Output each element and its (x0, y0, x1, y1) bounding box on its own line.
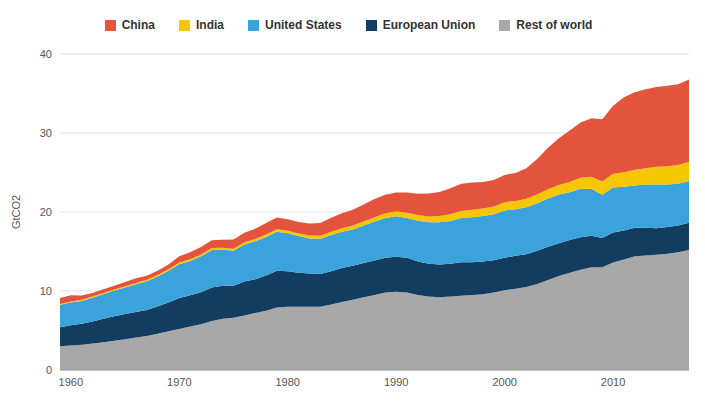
svg-text:1990: 1990 (384, 376, 408, 388)
html-text:United States: United States (265, 18, 342, 32)
svg-text:20: 20 (40, 206, 52, 218)
svg-text:0: 0 (46, 364, 52, 376)
svg-text:GtCO2: GtCO2 (10, 195, 22, 229)
svg-text:30: 30 (40, 127, 52, 139)
svg-text:40: 40 (40, 48, 52, 60)
html-text:China: China (121, 18, 155, 32)
html-text:European Union: European Union (382, 18, 476, 32)
svg-text:2000: 2000 (492, 376, 516, 388)
svg-text:10: 10 (40, 285, 52, 297)
svg-text:2010: 2010 (601, 376, 625, 388)
svg-text:1960: 1960 (59, 376, 83, 388)
html-text:Rest of world: Rest of world (516, 18, 593, 32)
svg-text:1980: 1980 (275, 376, 299, 388)
html-text:India: India (196, 18, 224, 32)
svg-text:1970: 1970 (167, 376, 191, 388)
